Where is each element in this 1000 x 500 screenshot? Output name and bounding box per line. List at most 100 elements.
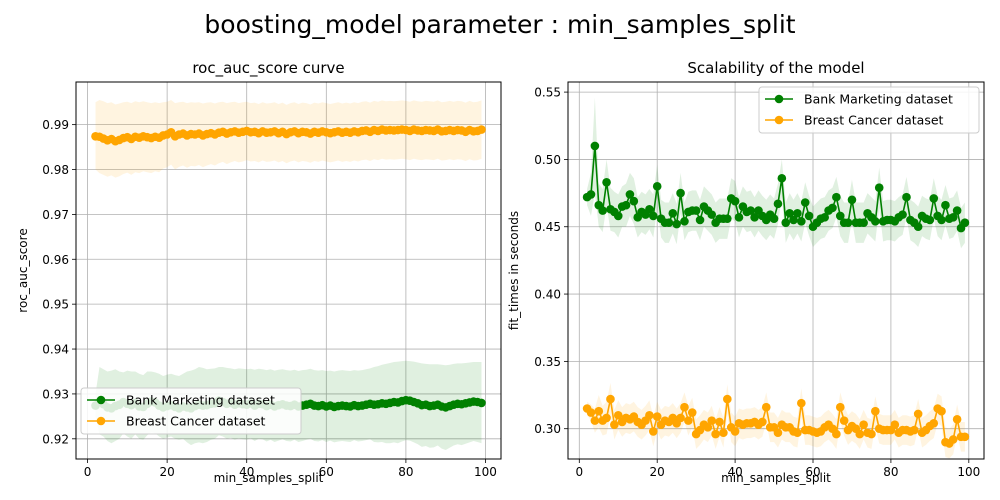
series-breast-cancer-dataset-roc-auc: [91, 99, 486, 178]
data-point: [598, 206, 607, 215]
x-tick-label: 40: [727, 465, 742, 479]
y-tick-label: 0.92: [42, 432, 69, 446]
data-point: [687, 408, 697, 417]
data-point: [913, 409, 923, 419]
data-point: [477, 125, 486, 134]
data-point: [477, 398, 486, 408]
data-point: [952, 206, 962, 215]
data-point: [847, 195, 857, 205]
data-point: [590, 416, 600, 425]
data-point: [719, 428, 728, 438]
data-point: [855, 429, 865, 439]
data-point: [610, 420, 619, 429]
data-point: [621, 200, 631, 210]
y-tick-label: 0.98: [42, 163, 69, 177]
data-point: [832, 429, 841, 439]
data-point: [652, 412, 662, 421]
data-point: [937, 215, 946, 225]
data-point: [804, 211, 814, 221]
data-point: [913, 222, 923, 232]
data-point: [707, 210, 717, 219]
data-point: [867, 429, 876, 439]
data-point: [941, 200, 950, 210]
y-tick-label: 0.97: [42, 208, 69, 222]
legend-box: [80, 387, 302, 435]
series-breast-cancer-dataset-scalability: [582, 382, 970, 459]
data-point: [960, 432, 970, 442]
x-tick-label: 80: [883, 465, 898, 479]
legend-label-breast-cancer-dataset: Breast Cancer dataset: [804, 113, 944, 128]
data-point: [703, 423, 713, 432]
legend-label-breast-cancer-dataset: Breast Cancer dataset: [126, 414, 266, 429]
legend-box: [758, 86, 980, 134]
legend-marker-breast-cancer-dataset: [96, 416, 106, 426]
data-point: [793, 208, 802, 218]
data-point: [859, 420, 868, 429]
data-point: [664, 218, 674, 227]
data-point: [613, 211, 623, 221]
x-axis-label-roc-auc: min_samples_split: [214, 471, 324, 485]
y-tick-label: 0.40: [534, 288, 561, 302]
data-point: [676, 413, 685, 423]
chart-title-scalability: Scalability of the model: [687, 59, 864, 77]
data-point: [746, 206, 755, 215]
data-point: [629, 196, 639, 206]
data-point: [828, 203, 837, 213]
legend-scalability: Bank Marketing dataset Breast Cancer data…: [758, 86, 980, 134]
y-tick-label: 0.50: [534, 153, 561, 167]
data-point: [797, 398, 806, 408]
data-point: [793, 428, 802, 438]
series-bank-marketing-dataset-scalability: [582, 97, 970, 249]
data-point: [676, 188, 685, 198]
x-axis-label-scalability: min_samples_split: [721, 471, 831, 485]
legend-label-bank-marketing-dataset: Bank Marketing dataset: [804, 92, 953, 107]
data-point: [711, 429, 720, 439]
data-point: [645, 204, 654, 214]
data-point: [898, 210, 907, 219]
data-point: [820, 213, 829, 222]
data-point: [843, 218, 853, 227]
chart-scalability: Scalability of the model min_samples_spl…: [507, 59, 985, 485]
axes-frame-scalability: [567, 81, 985, 460]
data-point: [649, 427, 658, 436]
data-point: [691, 206, 701, 215]
data-point: [652, 182, 662, 191]
y-tick-label: 0.30: [534, 422, 561, 436]
y-tick-label: 0.45: [534, 220, 561, 234]
data-point: [871, 217, 880, 226]
y-tick-label: 0.35: [534, 355, 561, 369]
data-point: [649, 211, 658, 221]
data-point: [777, 173, 787, 183]
figure-suptitle: boosting_model parameter : min_samples_s…: [204, 10, 795, 39]
data-point: [800, 198, 810, 207]
data-point: [645, 410, 654, 420]
data-point: [672, 219, 681, 229]
x-tick-label: 0: [575, 465, 583, 479]
data-point: [925, 215, 935, 225]
data-point: [625, 190, 635, 199]
y-tick-label: 0.55: [534, 86, 561, 100]
data-point: [902, 192, 911, 202]
data-point: [785, 208, 794, 218]
data-point: [952, 414, 962, 424]
data-point: [734, 213, 744, 222]
x-tick-label: 100: [957, 465, 980, 479]
data-point: [960, 218, 970, 227]
data-point: [680, 402, 689, 412]
data-point: [750, 213, 759, 222]
y-axis-label-scalability: fit_times in seconds: [507, 211, 521, 330]
legend-marker-breast-cancer-dataset: [774, 115, 784, 125]
data-point: [758, 417, 767, 427]
data-point: [730, 427, 740, 436]
y-tick-label: 0.99: [42, 118, 69, 132]
data-point: [789, 215, 798, 225]
data-point: [909, 425, 919, 435]
y-axis-label-roc-auc: roc_auc_score: [16, 228, 30, 312]
data-point: [715, 417, 724, 427]
data-point: [835, 402, 845, 412]
axes-frame-roc-auc: [75, 81, 502, 460]
data-point: [890, 420, 900, 429]
data-point: [835, 211, 845, 221]
data-point: [839, 416, 849, 425]
